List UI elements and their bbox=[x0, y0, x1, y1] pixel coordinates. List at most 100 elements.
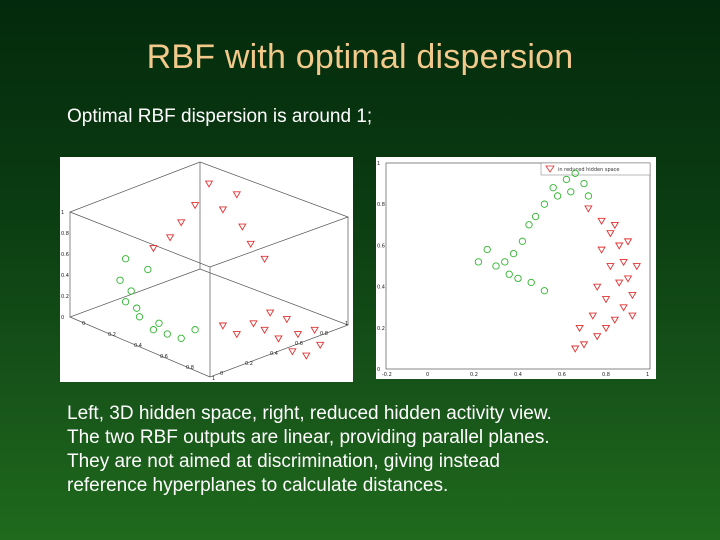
data-point bbox=[232, 331, 241, 339]
caption-line: They are not aimed at discrimination, gi… bbox=[67, 451, 501, 472]
data-point bbox=[310, 326, 319, 334]
data-point bbox=[518, 237, 527, 245]
x-tick-label: 1 bbox=[646, 372, 649, 378]
data-point bbox=[606, 263, 615, 271]
caption-line: reference hyperplanes to calculate dista… bbox=[67, 475, 449, 496]
data-point bbox=[579, 341, 589, 349]
slide-caption: Left, 3D hidden space, right, reduced hi… bbox=[67, 402, 667, 498]
z-tick-label: 0.4 bbox=[61, 273, 69, 279]
data-point bbox=[619, 259, 628, 267]
data-point bbox=[232, 191, 241, 199]
data-point bbox=[628, 291, 637, 300]
data-point bbox=[584, 192, 593, 200]
data-point bbox=[135, 313, 144, 321]
data-point bbox=[580, 179, 588, 188]
data-point bbox=[238, 223, 247, 231]
data-point bbox=[121, 255, 130, 263]
y-tick-label: 1 bbox=[377, 161, 380, 167]
data-point bbox=[575, 324, 584, 333]
x-tick-label: 0.8 bbox=[602, 372, 610, 378]
legend-marker-icon bbox=[545, 165, 555, 173]
data-point bbox=[525, 221, 533, 229]
z-tick-label: 0 bbox=[61, 315, 64, 321]
data-point bbox=[282, 316, 292, 324]
data-point bbox=[149, 326, 158, 334]
data-point bbox=[623, 275, 633, 283]
x-tick-label: 0.2 bbox=[470, 372, 478, 378]
y-tick-label: 0.4 bbox=[270, 351, 278, 357]
data-point bbox=[265, 309, 275, 317]
data-point bbox=[632, 263, 641, 271]
data-point bbox=[597, 217, 606, 225]
caption-line: The two RBF outputs are linear, providin… bbox=[67, 427, 550, 448]
data-point bbox=[260, 255, 269, 264]
x-tick-label: 0.4 bbox=[514, 372, 522, 378]
x-tick-label: 0 bbox=[426, 372, 429, 378]
data-point bbox=[531, 212, 540, 221]
data-point bbox=[260, 326, 269, 334]
data-point bbox=[483, 245, 491, 254]
x-tick-label: 0.4 bbox=[134, 343, 142, 349]
data-point bbox=[121, 298, 130, 306]
legend-label: in reduced hidden space bbox=[558, 167, 620, 173]
data-point bbox=[246, 240, 255, 248]
data-point bbox=[584, 205, 593, 213]
data-point bbox=[601, 296, 611, 304]
data-point bbox=[288, 348, 297, 356]
reduced-hidden-activity-plot: in reduced hidden space -0.2 0 0.2 0.4 0.6 0.… bbox=[376, 157, 656, 379]
data-point bbox=[492, 262, 500, 270]
data-point bbox=[163, 330, 171, 338]
data-point bbox=[190, 202, 200, 210]
y-tick-label: 0.6 bbox=[377, 243, 385, 249]
data-point bbox=[527, 278, 535, 287]
data-point bbox=[249, 320, 258, 328]
data-point bbox=[615, 279, 624, 287]
data-point bbox=[155, 319, 163, 327]
data-point bbox=[149, 245, 158, 253]
data-point bbox=[593, 333, 602, 341]
plot-3d-canvas: 00.20.40.60.8100.20.40.60.8100.20.40.60.… bbox=[61, 161, 350, 382]
hidden-space-3d-plot: 0 0.2 0.4 0.6 0.8 1 0 0.2 0.4 0.6 0.8 1 0 0.2 0.4 0.6 0.… bbox=[60, 157, 353, 382]
legend: in reduced hidden space bbox=[540, 162, 651, 176]
data-point bbox=[540, 200, 549, 208]
data-point bbox=[316, 341, 325, 350]
data-point bbox=[514, 274, 522, 283]
data-point bbox=[474, 258, 483, 266]
data-point bbox=[628, 312, 637, 320]
y-tick-label: 0.2 bbox=[245, 361, 253, 367]
plot-frame bbox=[385, 162, 651, 370]
data-point bbox=[540, 287, 549, 295]
data-point bbox=[116, 276, 124, 284]
data-point bbox=[571, 169, 579, 177]
x-tick-label: 0.2 bbox=[108, 332, 116, 338]
data-point bbox=[606, 230, 615, 238]
y-tick-label: 0.8 bbox=[377, 202, 385, 208]
data-point bbox=[144, 265, 152, 274]
data-point bbox=[204, 180, 214, 188]
x-tick-label: 1 bbox=[212, 376, 215, 382]
data-point bbox=[133, 304, 141, 312]
data-point bbox=[597, 246, 606, 254]
data-point bbox=[177, 219, 186, 227]
plot-2d-canvas: in reduced hidden space -0.2 0 0.2 0.4 0.6 0.… bbox=[377, 161, 651, 378]
data-point bbox=[191, 326, 199, 334]
x-tick-label: 0 bbox=[82, 321, 85, 327]
caption-line: Left, 3D hidden space, right, reduced hi… bbox=[67, 403, 552, 424]
data-point bbox=[293, 331, 303, 339]
data-point bbox=[549, 184, 557, 192]
z-tick-label: 0.8 bbox=[61, 231, 69, 237]
data-point bbox=[571, 345, 580, 353]
data-point bbox=[165, 234, 175, 242]
slide-subtitle: Optimal RBF dispersion is around 1; bbox=[67, 106, 373, 127]
data-point bbox=[302, 352, 311, 360]
data-point bbox=[553, 192, 562, 200]
y-tick-label: 0.8 bbox=[320, 331, 328, 337]
x-tick-label: 0.8 bbox=[186, 365, 194, 371]
y-tick-label: 0 bbox=[377, 367, 380, 373]
y-tick-label: 0.6 bbox=[295, 341, 303, 347]
data-point bbox=[501, 258, 509, 266]
data-point bbox=[509, 249, 518, 258]
data-point bbox=[588, 312, 597, 320]
data-point bbox=[177, 334, 185, 342]
x-tick-label: 0.6 bbox=[558, 372, 566, 378]
